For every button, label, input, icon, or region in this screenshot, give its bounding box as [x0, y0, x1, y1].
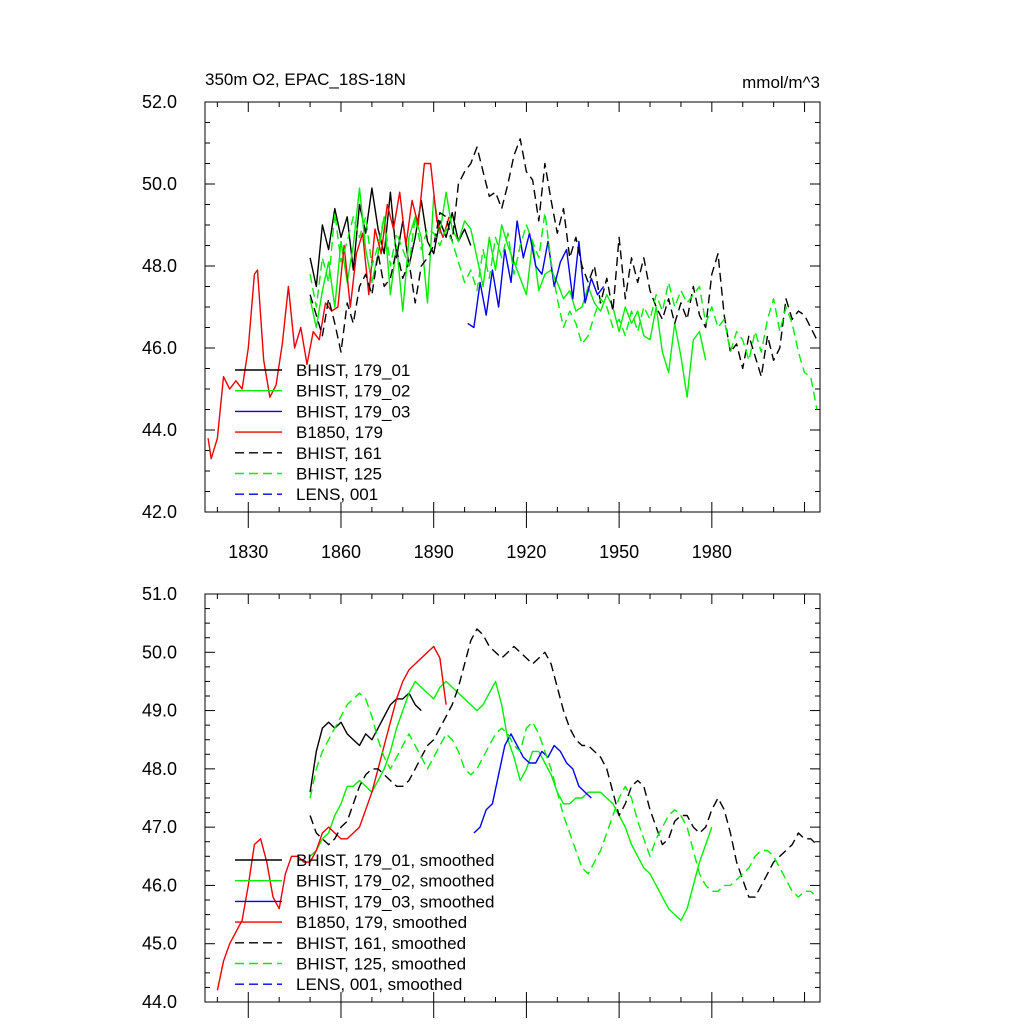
y-tick-label: 44.0: [142, 992, 177, 1012]
series-line-2: [467, 220, 605, 329]
legend-label: BHIST, 125: [296, 465, 382, 484]
legend-label: B1850, 179, smoothed: [296, 913, 467, 932]
y-tick-label: 50.0: [142, 174, 177, 194]
y-tick-label: 49.0: [142, 701, 177, 721]
y-tick-label: 46.0: [142, 338, 177, 358]
legend-label: BHIST, 161, smoothed: [296, 934, 466, 953]
legend-label: BHIST, 179_03: [296, 402, 410, 421]
y-tick-label: 44.0: [142, 420, 177, 440]
legend-label: BHIST, 179_02, smoothed: [296, 872, 494, 891]
x-tick-label: 1920: [506, 542, 546, 562]
y-tick-label: 42.0: [142, 502, 177, 522]
y-tick-label: 45.0: [142, 934, 177, 954]
legend-label: LENS, 001: [296, 485, 378, 504]
x-tick-label: 1830: [228, 542, 268, 562]
legend-label: BHIST, 179_03, smoothed: [296, 892, 494, 911]
y-tick-label: 46.0: [142, 875, 177, 895]
units-label: mmol/m^3: [742, 73, 820, 92]
series-line-3: [207, 162, 450, 460]
legend-label: LENS, 001, smoothed: [296, 975, 462, 994]
legend-label: BHIST, 179_02: [296, 382, 410, 401]
series-line-3: [216, 645, 447, 991]
series-line-2: [473, 733, 592, 834]
y-tick-label: 47.0: [142, 817, 177, 837]
legend-label: BHIST, 125, smoothed: [296, 955, 466, 974]
x-tick-label: 1950: [599, 542, 639, 562]
bottom-chart-panel: 44.0 45.0 46.0 47.0 48.0 49.0 50.0 51.0 BHIST, 1…: [142, 584, 821, 1018]
series-line-4: [309, 628, 818, 898]
series-line-0: [309, 692, 422, 793]
y-tick-label: 48.0: [142, 759, 177, 779]
y-tick-label: 51.0: [142, 584, 177, 604]
y-tick-label: 50.0: [142, 642, 177, 662]
chart-title: 350m O2, EPAC_18S-18N: [205, 70, 406, 89]
y-tick-label: 48.0: [142, 256, 177, 276]
series-line-4: [309, 138, 818, 378]
x-tick-label: 1980: [692, 542, 732, 562]
x-tick-label: 1860: [321, 542, 361, 562]
top-chart-panel: 42.0 44.0 46.0 48.0 50.0 52.0 1830 1860 1890 1920…: [142, 92, 821, 562]
x-tick-label: 1890: [414, 542, 454, 562]
legend-label: B1850, 179: [296, 423, 383, 442]
legend-label: BHIST, 179_01: [296, 361, 410, 380]
legend-label: BHIST, 161: [296, 444, 382, 463]
series-line-0: [309, 187, 472, 288]
legend-label: BHIST, 179_01, smoothed: [296, 851, 494, 870]
series-group: [207, 138, 818, 460]
series-line-1: [309, 680, 713, 922]
series-line-5: [309, 212, 818, 410]
series-group: [216, 628, 818, 991]
y-tick-label: 52.0: [142, 92, 177, 112]
